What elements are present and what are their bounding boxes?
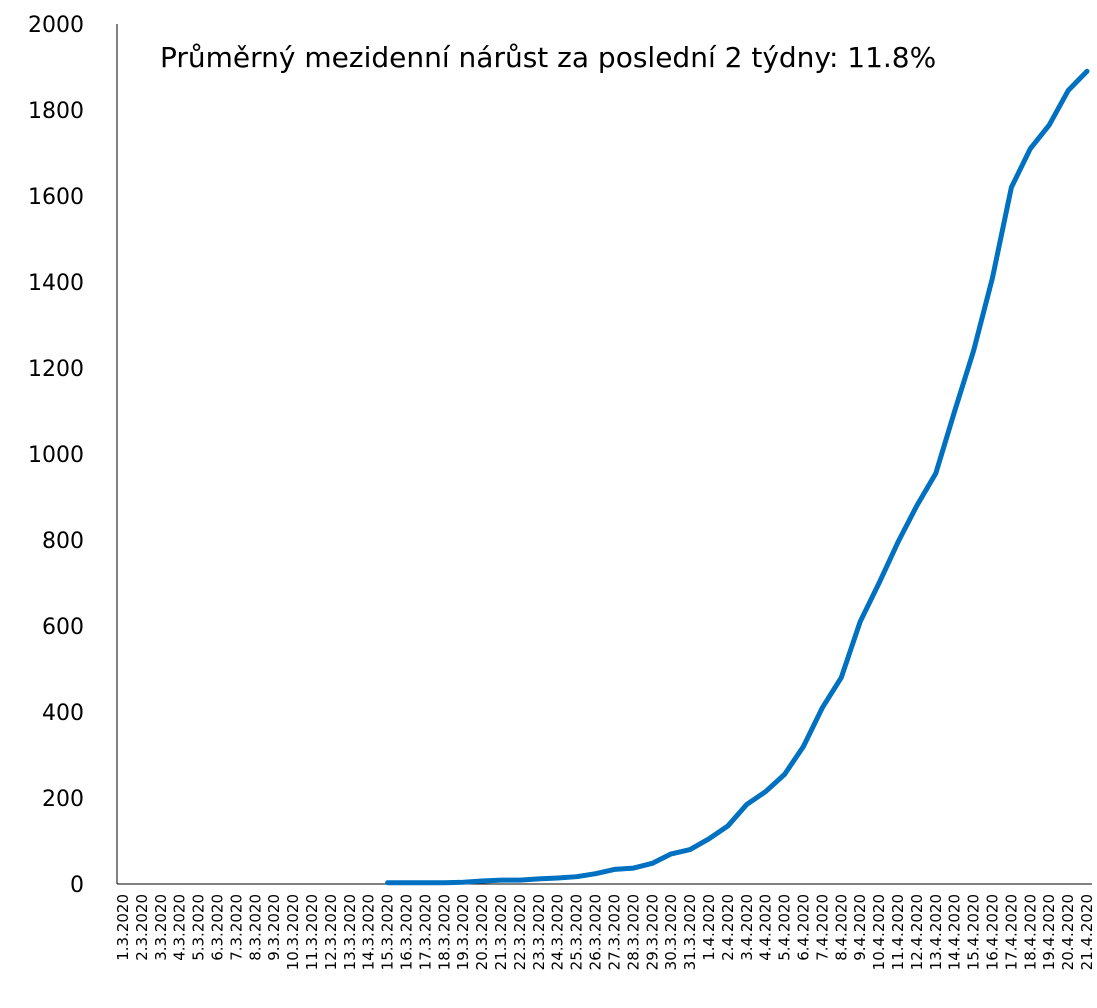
x-tick-label: 23.3.2020 [530,894,548,970]
x-tick-label: 3.4.2020 [738,894,756,961]
x-tick-label: 10.4.2020 [870,894,888,970]
y-tick-label: 600 [42,615,84,640]
x-tick-label: 20.3.2020 [473,894,491,970]
x-tick-label: 29.3.2020 [643,894,661,970]
x-tick-label: 8.3.2020 [246,894,264,961]
x-tick-label: 15.3.2020 [379,894,397,970]
x-tick-label: 5.3.2020 [190,894,208,961]
x-tick-label: 21.4.2020 [1078,894,1096,970]
x-tick-label: 30.3.2020 [662,894,680,970]
x-tick-label: 31.3.2020 [681,894,699,970]
x-tick-label: 1.4.2020 [700,894,718,961]
x-tick-label: 3.3.2020 [152,894,170,961]
y-tick-label: 1600 [28,185,84,210]
x-tick-label: 14.3.2020 [360,894,378,970]
x-tick-label: 15.4.2020 [965,894,983,970]
x-tick-label: 6.4.2020 [794,894,812,961]
y-tick-label: 800 [42,529,84,554]
x-tick-label: 16.4.2020 [983,894,1001,970]
x-tick-label: 12.4.2020 [908,894,926,970]
x-tick-label: 24.3.2020 [549,894,567,970]
x-tick-label: 2.3.2020 [133,894,151,961]
y-tick-label: 1200 [28,357,84,382]
x-tick-label: 7.3.2020 [227,894,245,961]
x-tick-label: 17.3.2020 [416,894,434,970]
x-tick-label: 22.3.2020 [511,894,529,970]
y-tick-label: 2000 [28,13,84,38]
x-tick-label: 10.3.2020 [284,894,302,970]
x-tick-label: 11.3.2020 [303,894,321,970]
x-tick-label: 21.3.2020 [492,894,510,970]
x-tick-label: 18.3.2020 [435,894,453,970]
x-tick-label: 26.3.2020 [587,894,605,970]
x-tick-label: 9.4.2020 [851,894,869,961]
x-tick-label: 4.3.2020 [171,894,189,961]
x-tick-label: 13.4.2020 [927,894,945,970]
x-tick-label: 18.4.2020 [1021,894,1039,970]
y-tick-label: 1400 [28,271,84,296]
x-tick-label: 1.3.2020 [114,894,132,961]
x-tick-label: 8.4.2020 [832,894,850,961]
x-tick-label: 9.3.2020 [265,894,283,961]
x-tick-label: 2.4.2020 [719,894,737,961]
x-tick-label: 14.4.2020 [946,894,964,970]
y-tick-label: 1800 [28,99,84,124]
y-tick-label: 200 [42,787,84,812]
x-tick-label: 6.3.2020 [209,894,227,961]
x-tick-label: 16.3.2020 [398,894,416,970]
x-tick-label: 20.4.2020 [1059,894,1077,970]
x-tick-label: 7.4.2020 [813,894,831,961]
y-tick-label: 400 [42,701,84,726]
y-tick-label: 0 [70,873,84,898]
x-tick-label: 5.4.2020 [776,894,794,961]
x-tick-label: 17.4.2020 [1002,894,1020,970]
x-tick-label: 13.3.2020 [341,894,359,970]
x-tick-label: 4.4.2020 [757,894,775,961]
line [385,68,1090,886]
x-tick-label: 28.3.2020 [624,894,642,970]
x-tick-label: 25.3.2020 [568,894,586,970]
x-tick-label: 19.4.2020 [1040,894,1058,970]
annotation: Průměrný mezidenní nárůst za poslední 2 … [160,41,936,74]
x-tick-label: 11.4.2020 [889,894,907,970]
y-tick-label: 1000 [28,443,84,468]
x-tick-label: 12.3.2020 [322,894,340,970]
x-tick-label: 19.3.2020 [454,894,472,970]
x-tick-label: 27.3.2020 [605,894,623,970]
